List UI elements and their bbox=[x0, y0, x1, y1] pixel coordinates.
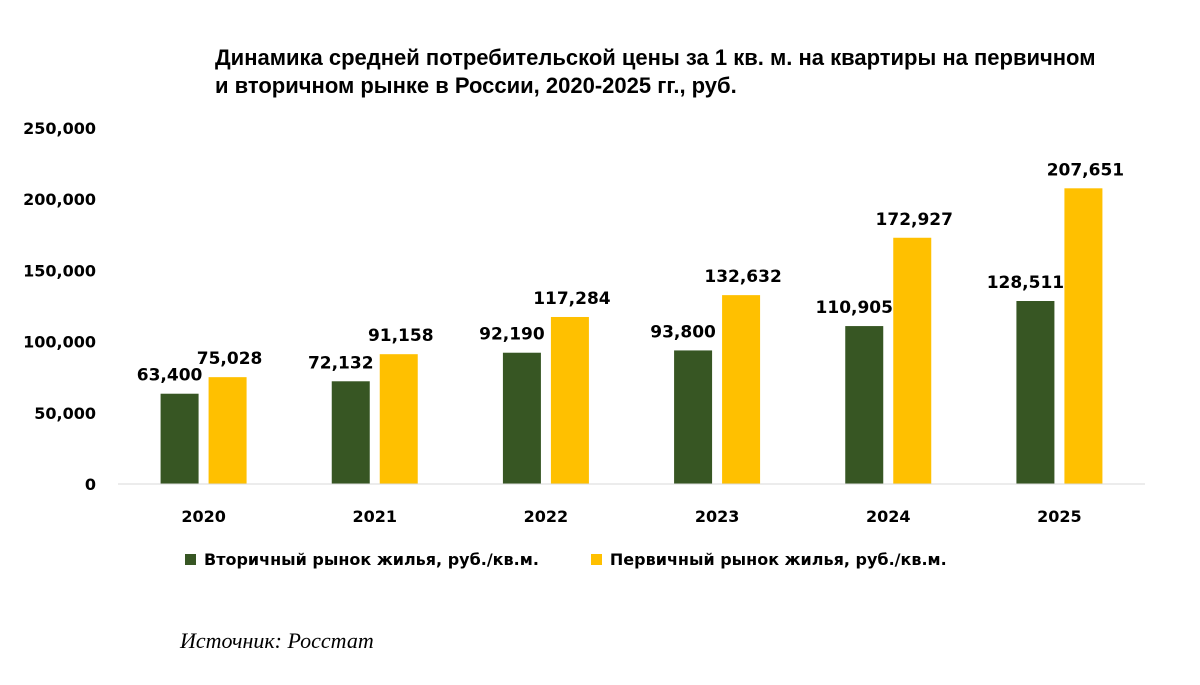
data-label-primary-2021: 91,158 bbox=[368, 326, 434, 346]
bar-secondary-2020 bbox=[160, 393, 199, 484]
data-label-secondary-2023: 93,800 bbox=[650, 322, 716, 342]
bar-primary-2021 bbox=[379, 354, 418, 484]
legend-label-secondary: Вторичный рынок жилья, руб./кв.м. bbox=[204, 550, 539, 569]
bar-secondary-2024 bbox=[845, 326, 884, 484]
bar-secondary-2023 bbox=[674, 350, 713, 484]
y-tick-label: 150,000 bbox=[23, 261, 96, 280]
data-label-primary-2022: 117,284 bbox=[533, 289, 611, 309]
bar-primary-2020 bbox=[208, 377, 247, 484]
y-tick-label: 200,000 bbox=[23, 190, 96, 209]
chart-title: Динамика средней потребительской цены за… bbox=[215, 45, 1096, 98]
bar-primary-2022 bbox=[550, 316, 589, 484]
x-axis: 2020 2021 2022 2023 2024 2025 bbox=[118, 483, 1145, 526]
x-tick-label: 2025 bbox=[1037, 507, 1082, 526]
bar-primary-2025 bbox=[1064, 188, 1103, 484]
data-label-primary-2025: 207,651 bbox=[1047, 160, 1124, 180]
data-label-primary-2020: 75,028 bbox=[197, 349, 263, 369]
y-tick-label: 250,000 bbox=[23, 119, 96, 138]
legend-label-primary: Первичный рынок жилья, руб./кв.м. bbox=[609, 550, 947, 569]
data-label-secondary-2025: 128,511 bbox=[987, 273, 1064, 293]
bars bbox=[160, 188, 1103, 484]
source-note: Источник: Росстат bbox=[180, 628, 374, 653]
data-label-secondary-2022: 92,190 bbox=[479, 325, 545, 345]
legend-swatch-primary bbox=[590, 554, 602, 565]
x-tick-label: 2021 bbox=[352, 507, 397, 526]
bar-secondary-2021 bbox=[331, 381, 370, 484]
data-label-primary-2024: 172,927 bbox=[876, 210, 953, 230]
y-tick-label: 0 bbox=[85, 475, 96, 494]
legend-item-primary: Первичный рынок жилья, руб./кв.м. bbox=[590, 550, 947, 569]
data-label-secondary-2024: 110,905 bbox=[816, 298, 893, 318]
x-tick-label: 2023 bbox=[695, 507, 740, 526]
data-label-secondary-2020: 63,400 bbox=[137, 366, 203, 386]
legend: Вторичный рынок жилья, руб./кв.м. Первич… bbox=[185, 550, 999, 569]
legend-item-secondary: Вторичный рынок жилья, руб./кв.м. bbox=[185, 550, 539, 569]
x-tick-label: 2022 bbox=[524, 507, 569, 526]
bar-secondary-2025 bbox=[1016, 301, 1055, 484]
bar-secondary-2022 bbox=[502, 352, 541, 484]
x-tick-label: 2020 bbox=[181, 507, 226, 526]
data-label-primary-2023: 132,632 bbox=[704, 267, 781, 287]
y-tick-label: 100,000 bbox=[23, 333, 96, 352]
bar-primary-2023 bbox=[722, 295, 761, 484]
x-tick-label: 2024 bbox=[866, 507, 911, 526]
data-label-secondary-2021: 72,132 bbox=[308, 353, 374, 373]
y-axis: 0 50,000 100,000 150,000 200,000 250,000 bbox=[23, 119, 96, 494]
bar-primary-2024 bbox=[893, 237, 932, 484]
y-tick-label: 50,000 bbox=[34, 404, 96, 423]
legend-swatch-secondary bbox=[185, 554, 196, 565]
